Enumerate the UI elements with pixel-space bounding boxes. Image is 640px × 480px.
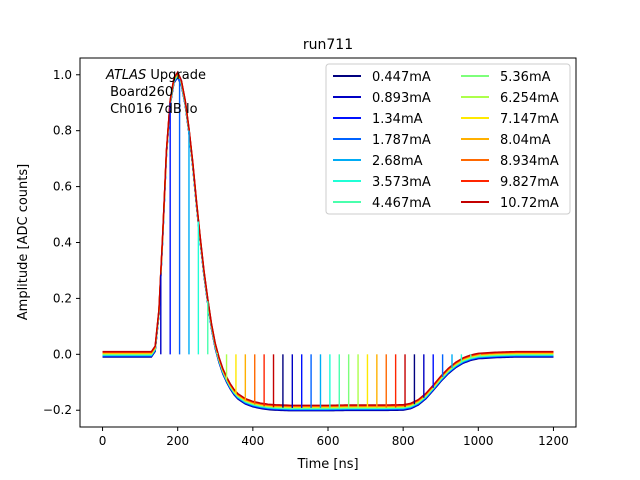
y-tick-label: 0.8 bbox=[53, 124, 72, 138]
x-tick-label: 1000 bbox=[463, 434, 494, 448]
y-tick-label: −0.2 bbox=[43, 403, 72, 417]
legend-label: 0.447mA bbox=[372, 70, 431, 85]
annotation-board: Board260 bbox=[106, 85, 173, 100]
y-axis: −0.2 0.0 0.2 0.4 0.6 0.8 1.0 bbox=[43, 68, 80, 417]
y-tick-label: 0.0 bbox=[53, 347, 72, 361]
legend: 0.447mA 0.893mA 1.34mA 1.787mA 2.68mA 3.573mA… bbox=[325, 63, 571, 215]
legend-label: 4.467mA bbox=[372, 196, 431, 211]
y-tick-label: 0.4 bbox=[53, 236, 72, 250]
legend-label: 8.934mA bbox=[500, 154, 559, 169]
legend-label: 10.72mA bbox=[500, 196, 559, 211]
annotation-atlas: ATLAS bbox=[105, 68, 146, 83]
y-tick-label: 0.6 bbox=[53, 180, 72, 194]
legend-box bbox=[325, 63, 571, 215]
legend-label: 5.36mA bbox=[500, 70, 551, 85]
annotation-upgrade: Upgrade bbox=[146, 68, 206, 83]
x-tick-label: 600 bbox=[317, 434, 340, 448]
y-axis-label: Amplitude [ADC counts] bbox=[16, 164, 31, 320]
x-tick-label: 1200 bbox=[538, 434, 569, 448]
legend-label: 1.34mA bbox=[372, 112, 423, 127]
y-tick-label: 1.0 bbox=[53, 68, 72, 82]
x-tick-label: 0 bbox=[99, 434, 107, 448]
series-line-10.72mA bbox=[102, 70, 554, 406]
y-tick-label: 0.2 bbox=[53, 291, 72, 305]
chart-title: run711 bbox=[303, 37, 353, 53]
x-tick-label: 200 bbox=[166, 434, 189, 448]
x-axis: 0 200 400 600 800 1000 1200 bbox=[99, 427, 569, 448]
x-tick-label: 800 bbox=[392, 434, 415, 448]
legend-label: 7.147mA bbox=[500, 112, 559, 127]
x-axis-label: Time [ns] bbox=[296, 457, 358, 472]
series-layer bbox=[102, 70, 554, 412]
legend-label: 1.787mA bbox=[372, 133, 431, 148]
legend-label: 3.573mA bbox=[372, 175, 431, 190]
legend-label: 2.68mA bbox=[372, 154, 423, 169]
x-tick-label: 400 bbox=[241, 434, 264, 448]
svg-text:ATLAS Upgrade: ATLAS Upgrade bbox=[105, 68, 206, 83]
annotation: ATLAS Upgrade Board260 Ch016 7dB lo bbox=[105, 68, 206, 117]
annotation-channel: Ch016 7dB lo bbox=[106, 102, 198, 117]
legend-label: 8.04mA bbox=[500, 133, 551, 148]
legend-label: 6.254mA bbox=[500, 91, 559, 106]
legend-label: 9.827mA bbox=[500, 175, 559, 190]
legend-label: 0.893mA bbox=[372, 91, 431, 106]
